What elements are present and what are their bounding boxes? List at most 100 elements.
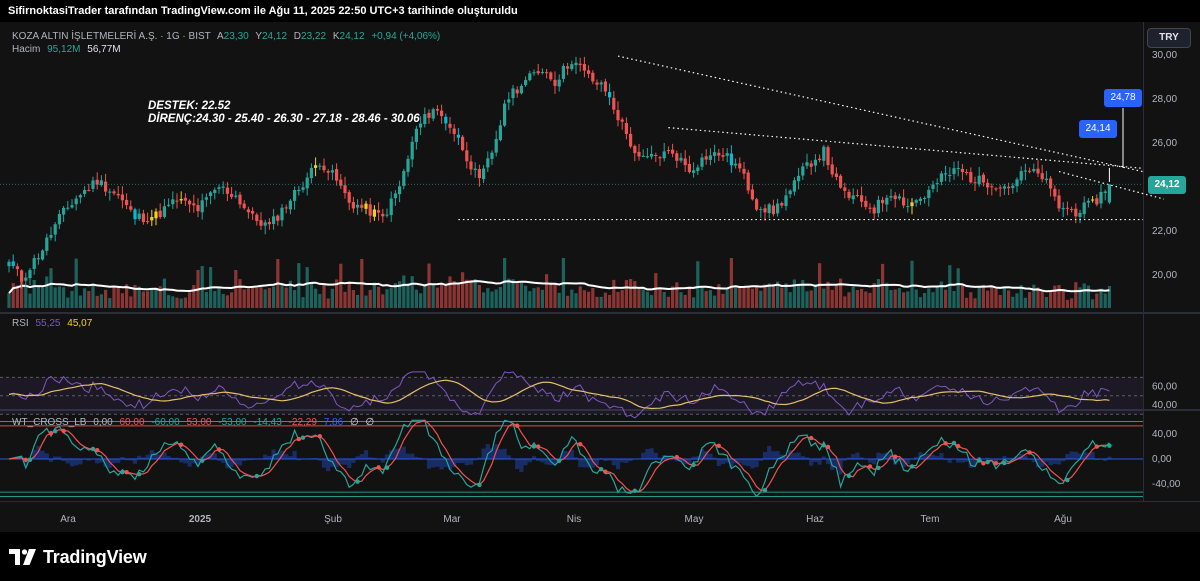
candle-body	[524, 79, 528, 86]
volume-label[interactable]: Hacim	[12, 44, 41, 55]
wt-histogram-bar	[57, 456, 62, 460]
candle-body	[293, 190, 297, 201]
volume-bar	[1091, 299, 1095, 308]
candle-body	[15, 266, 19, 270]
candle-body	[507, 99, 511, 103]
candle-body	[1011, 185, 1015, 189]
candle-body	[662, 151, 666, 159]
wt-histogram-bar	[1090, 452, 1095, 460]
candle-body	[414, 128, 418, 142]
wt-histogram-bar	[44, 453, 49, 460]
volume-bar	[104, 289, 108, 308]
volume-bar	[431, 284, 435, 308]
wt-histogram-bar	[1086, 453, 1091, 460]
wt-cross-dot	[632, 488, 637, 493]
wt-label[interactable]: WT_CROSS_LB	[12, 417, 87, 428]
volume-bar	[267, 288, 271, 308]
volume-bar	[78, 295, 82, 308]
candle-body	[658, 157, 662, 159]
rsi-label[interactable]: RSI	[12, 318, 29, 329]
candle-body	[461, 136, 465, 151]
wt-histogram-bar	[872, 459, 877, 465]
volume-bar	[456, 282, 460, 308]
wt-histogram-bar	[544, 459, 549, 465]
wt-histogram-bar	[284, 454, 289, 460]
wt-cross-dot	[200, 458, 205, 463]
chart-svg[interactable]: 30,0028,0026,0024,0022,0020,0060,0040,00…	[0, 22, 1200, 532]
volume-bar	[881, 263, 885, 308]
candle-body	[263, 222, 267, 226]
candle-body	[66, 207, 70, 209]
time-axis-tick-label: Ara	[60, 514, 76, 525]
volume-bar	[813, 284, 817, 308]
currency-badge[interactable]: TRY	[1147, 28, 1191, 48]
wt-histogram-bar	[15, 458, 20, 460]
candle-body	[297, 189, 301, 192]
volume-bar	[473, 278, 477, 308]
candle-body	[872, 207, 876, 214]
candle-body	[200, 200, 204, 213]
volume-legend: Hacim 95,12M 56,77M	[12, 44, 121, 55]
tradingview-logo[interactable]: TradingView	[9, 546, 147, 568]
volume-bar	[364, 295, 368, 308]
volume-bar	[528, 291, 532, 308]
volume-bar	[889, 290, 893, 308]
candle-body	[654, 154, 658, 156]
wt-histogram-bar	[19, 457, 24, 460]
resistance-trendline	[617, 55, 1144, 173]
candle-body	[234, 195, 238, 197]
volume-bar	[448, 276, 452, 308]
wt-histogram-bar	[317, 459, 322, 461]
volume-bar	[146, 291, 150, 308]
candle-body	[36, 258, 40, 260]
candle-body	[612, 97, 616, 110]
wt-cross-dot	[674, 454, 679, 460]
wt-histogram-bar	[708, 453, 713, 460]
volume-bar	[62, 287, 66, 308]
wt-histogram-bar	[758, 459, 763, 461]
volume-bar	[1057, 284, 1061, 308]
volume-bar	[549, 282, 553, 308]
volume-bar	[263, 289, 267, 308]
volume-bar	[452, 281, 456, 308]
candle-body	[797, 175, 801, 182]
volume-bar	[750, 288, 754, 308]
volume-bar	[574, 293, 578, 308]
wt-histogram-bar	[502, 448, 507, 460]
volume-bar	[41, 287, 45, 308]
wt-histogram-bar	[674, 459, 679, 462]
wt-histogram-bar	[456, 459, 461, 464]
volume-bar	[280, 283, 284, 308]
wt-histogram-bar	[687, 459, 692, 464]
volume-bar	[1078, 287, 1082, 308]
volume-bar	[650, 295, 654, 308]
volume-bar	[87, 291, 91, 308]
wt-histogram-bar	[397, 448, 402, 460]
candle-body	[675, 153, 679, 161]
candle-body	[666, 150, 670, 152]
candle-body	[74, 198, 78, 205]
volume-bar	[1065, 299, 1069, 308]
volume-bar	[129, 296, 133, 308]
wt-histogram-bar	[1073, 451, 1078, 460]
volume-bar	[855, 289, 859, 308]
wt-histogram-bar	[74, 459, 79, 466]
wt-histogram-bar	[124, 459, 129, 461]
candle-body	[561, 65, 565, 79]
wt-histogram-bar	[615, 459, 621, 470]
wt-cross-dot	[809, 435, 814, 441]
wt-histogram-bar	[300, 458, 306, 460]
wt-histogram-bar	[166, 456, 171, 460]
candle-body	[473, 168, 477, 170]
symbol-name[interactable]: KOZA ALTIN İŞLETMELERİ A.Ş. · 1G · BIST	[12, 31, 211, 42]
wt-histogram-bar	[275, 452, 280, 460]
wt-histogram-bar	[863, 458, 868, 460]
candle-body	[717, 152, 721, 156]
wt-histogram-bar	[645, 448, 650, 460]
volume-bar	[28, 293, 32, 308]
wt-histogram-bar	[334, 459, 339, 468]
wt-histogram-bar	[620, 459, 625, 463]
wt-histogram-bar	[960, 459, 965, 463]
volume-bar	[771, 284, 775, 308]
candle-body	[792, 180, 796, 192]
